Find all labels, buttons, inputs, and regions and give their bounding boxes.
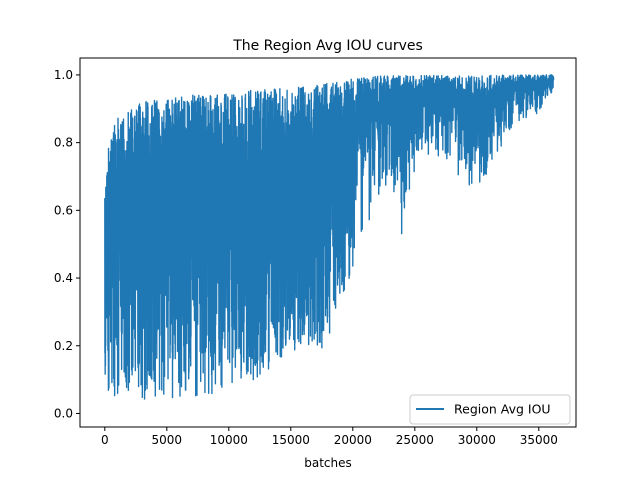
y-tick-label: 0.0 [54,406,73,420]
x-tick-label: 15000 [272,433,310,447]
x-tick-label: 5000 [152,433,183,447]
x-axis: 0 5000 10000 15000 20000 25000 30000 35000 [101,427,558,447]
series-layer [104,74,555,400]
x-axis-label: batches [304,456,352,470]
x-tick-label: 20000 [334,433,372,447]
y-tick-label: 0.2 [54,339,73,353]
x-tick-label: 25000 [396,433,434,447]
y-tick-label: 0.8 [54,136,73,150]
y-tick-label: 0.4 [54,271,73,285]
series-line-region-avg-iou [104,74,555,400]
legend-entry-label: Region Avg IOU [454,402,551,417]
x-tick-label: 30000 [458,433,496,447]
x-tick-label: 10000 [210,433,248,447]
x-tick-label: 0 [101,433,109,447]
y-axis: 0.0 0.2 0.4 0.6 0.8 1.0 [54,68,80,420]
axes-frame [79,57,577,428]
x-tick-label: 35000 [520,433,558,447]
y-tick-label: 0.6 [54,203,73,217]
y-tick-label: 1.0 [54,68,73,82]
legend-box [409,394,571,425]
chart-title: The Region Avg IOU curves [232,38,423,54]
legend: Region Avg IOU [409,394,571,425]
